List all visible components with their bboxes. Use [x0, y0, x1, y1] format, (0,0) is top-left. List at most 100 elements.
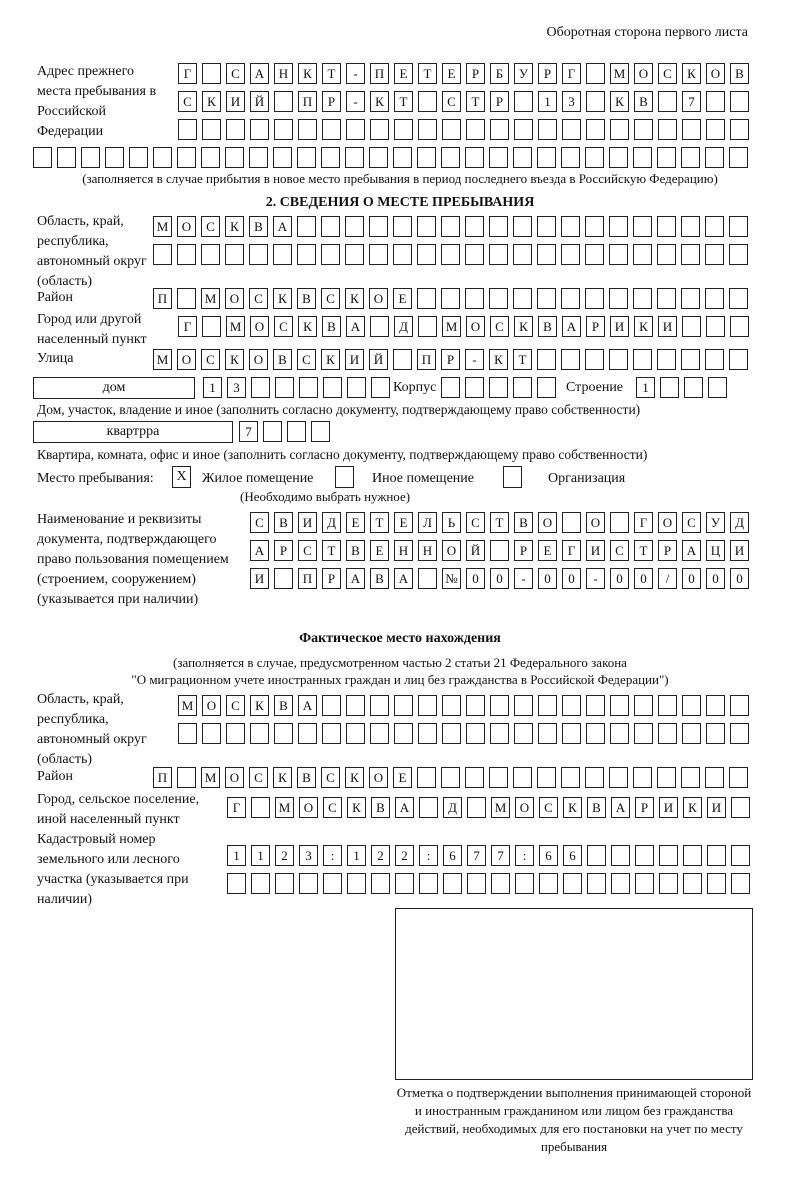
char-cell[interactable]: С	[226, 695, 245, 716]
char-cell[interactable]	[730, 316, 749, 337]
char-cell[interactable]	[417, 147, 436, 168]
char-cell[interactable]: С	[490, 316, 509, 337]
char-cell[interactable]	[465, 147, 484, 168]
char-cell[interactable]: В	[274, 695, 293, 716]
char-cell[interactable]: К	[682, 63, 701, 84]
char-cell[interactable]: :	[515, 845, 534, 866]
char-cell[interactable]	[275, 873, 294, 894]
char-cell[interactable]	[418, 723, 437, 744]
flat-number-row[interactable]: 7	[239, 421, 335, 443]
char-cell[interactable]: В	[730, 63, 749, 84]
char-cell[interactable]: К	[321, 349, 340, 370]
char-cell[interactable]: Г	[634, 512, 653, 533]
char-cell[interactable]: Й	[466, 540, 485, 561]
char-cell[interactable]: В	[514, 512, 533, 533]
char-cell[interactable]: Р	[322, 91, 341, 112]
char-cell[interactable]: Г	[562, 63, 581, 84]
char-cell[interactable]: Н	[418, 540, 437, 561]
char-cell[interactable]: А	[273, 216, 292, 237]
char-cell[interactable]: М	[226, 316, 245, 337]
char-cell[interactable]	[274, 91, 293, 112]
char-cell[interactable]	[81, 147, 100, 168]
char-cell[interactable]: С	[201, 349, 220, 370]
char-cell[interactable]	[274, 568, 293, 589]
char-cell[interactable]: -	[346, 91, 365, 112]
char-cell[interactable]	[465, 244, 484, 265]
char-cell[interactable]: В	[634, 91, 653, 112]
char-cell[interactable]	[633, 147, 652, 168]
char-cell[interactable]: П	[153, 288, 172, 309]
char-cell[interactable]: №	[442, 568, 461, 589]
char-cell[interactable]	[731, 845, 750, 866]
char-cell[interactable]	[657, 147, 676, 168]
char-cell[interactable]: Г	[178, 316, 197, 337]
char-cell[interactable]	[489, 147, 508, 168]
char-cell[interactable]: К	[225, 216, 244, 237]
char-cell[interactable]: Г	[178, 63, 197, 84]
char-cell[interactable]	[322, 695, 341, 716]
char-cell[interactable]	[393, 216, 412, 237]
char-cell[interactable]	[657, 767, 676, 788]
char-cell[interactable]	[465, 216, 484, 237]
char-cell[interactable]: Т	[370, 512, 389, 533]
char-cell[interactable]	[730, 695, 749, 716]
char-cell[interactable]: 0	[466, 568, 485, 589]
char-cell[interactable]: С	[466, 512, 485, 533]
char-cell[interactable]: 1	[636, 377, 655, 398]
char-cell[interactable]	[274, 119, 293, 140]
char-cell[interactable]: Р	[322, 568, 341, 589]
char-cell[interactable]: К	[370, 91, 389, 112]
char-cell[interactable]: Д	[443, 797, 462, 818]
char-cell[interactable]: 1	[347, 845, 366, 866]
char-cell[interactable]: А	[611, 797, 630, 818]
char-cell[interactable]	[345, 147, 364, 168]
char-cell[interactable]	[562, 695, 581, 716]
char-cell[interactable]	[609, 288, 628, 309]
char-cell[interactable]	[682, 695, 701, 716]
char-cell[interactable]	[729, 767, 748, 788]
char-cell[interactable]: М	[153, 216, 172, 237]
char-cell[interactable]	[660, 377, 679, 398]
char-cell[interactable]: 0	[706, 568, 725, 589]
char-cell[interactable]: О	[225, 288, 244, 309]
char-cell[interactable]	[418, 695, 437, 716]
char-cell[interactable]: К	[273, 767, 292, 788]
char-cell[interactable]: В	[297, 767, 316, 788]
char-cell[interactable]: 0	[490, 568, 509, 589]
char-cell[interactable]: В	[587, 797, 606, 818]
char-cell[interactable]: Ц	[706, 540, 725, 561]
char-cell[interactable]: О	[466, 316, 485, 337]
char-cell[interactable]: Н	[394, 540, 413, 561]
char-cell[interactable]: О	[515, 797, 534, 818]
char-cell[interactable]	[731, 873, 750, 894]
char-cell[interactable]: У	[514, 63, 533, 84]
char-cell[interactable]	[443, 873, 462, 894]
char-cell[interactable]: 6	[443, 845, 462, 866]
char-cell[interactable]	[153, 244, 172, 265]
char-cell[interactable]	[585, 288, 604, 309]
char-cell[interactable]	[561, 288, 580, 309]
char-cell[interactable]: С	[249, 767, 268, 788]
char-cell[interactable]	[514, 695, 533, 716]
char-cell[interactable]	[513, 244, 532, 265]
char-cell[interactable]	[586, 63, 605, 84]
char-cell[interactable]	[490, 119, 509, 140]
char-cell[interactable]: А	[250, 63, 269, 84]
char-cell[interactable]: Е	[442, 63, 461, 84]
char-cell[interactable]: А	[394, 568, 413, 589]
char-cell[interactable]: И	[707, 797, 726, 818]
char-cell[interactable]	[730, 119, 749, 140]
char-cell[interactable]	[681, 288, 700, 309]
char-cell[interactable]	[250, 723, 269, 744]
char-cell[interactable]: И	[298, 512, 317, 533]
korpus-row[interactable]	[441, 377, 561, 399]
char-cell[interactable]: К	[250, 695, 269, 716]
char-cell[interactable]: О	[177, 349, 196, 370]
char-cell[interactable]: О	[586, 512, 605, 533]
char-cell[interactable]	[345, 216, 364, 237]
char-cell[interactable]: М	[491, 797, 510, 818]
char-cell[interactable]	[226, 723, 245, 744]
char-cell[interactable]: Н	[274, 63, 293, 84]
char-cell[interactable]: Е	[538, 540, 557, 561]
